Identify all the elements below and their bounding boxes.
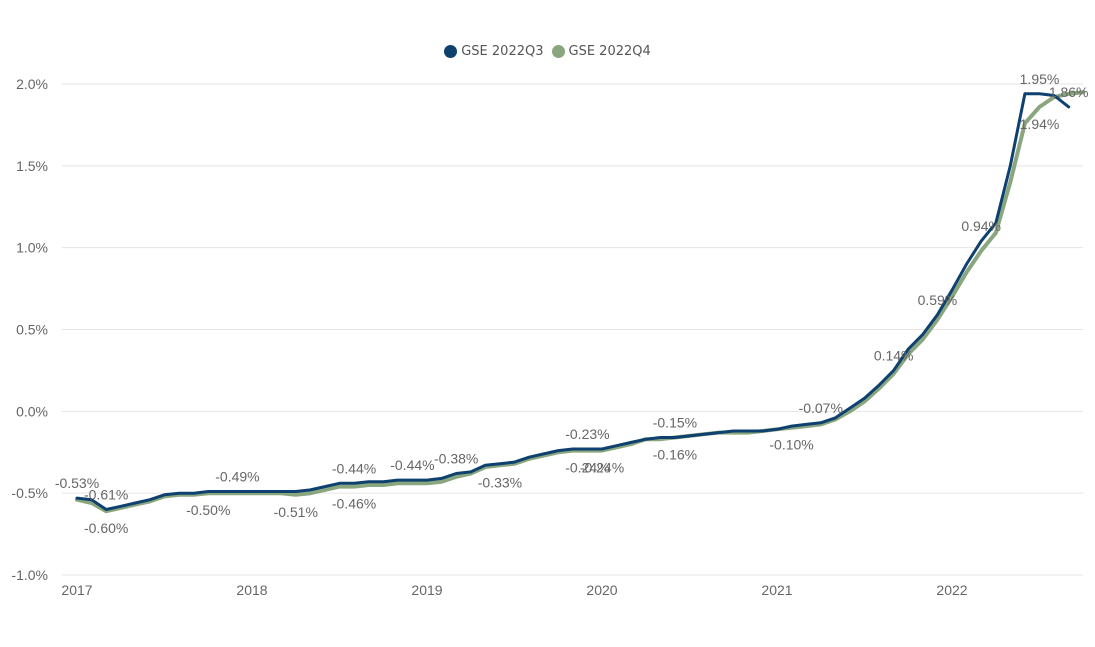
data-label: -0.46%: [332, 496, 376, 512]
y-tick-label: -0.5%: [11, 485, 48, 501]
y-tick-label: 1.0%: [16, 240, 48, 256]
data-label: -0.38%: [434, 451, 478, 467]
data-label: -0.51%: [274, 504, 318, 520]
data-label: -0.50%: [186, 502, 230, 518]
x-tick-label: 2021: [761, 582, 792, 598]
data-label: -0.10%: [769, 437, 813, 453]
y-tick-label: 2.0%: [16, 76, 48, 92]
data-label: -0.24%: [580, 460, 624, 476]
y-tick-label: 0.0%: [16, 403, 48, 419]
legend-item-gse-2022q4[interactable]: GSE 2022Q4: [551, 44, 651, 59]
x-tick-label: 2019: [411, 582, 442, 598]
data-label: -0.24%: [565, 460, 609, 476]
data-label: -0.33%: [478, 474, 522, 490]
legend-label: GSE 2022Q4: [568, 44, 651, 59]
gridlines: [62, 83, 1083, 576]
data-label: -0.16%: [653, 447, 697, 463]
data-label: -0.15%: [653, 415, 697, 431]
y-tick-label: 1.5%: [16, 158, 48, 174]
data-label: 1.94%: [1020, 116, 1060, 132]
legend-marker-icon: [444, 45, 458, 58]
data-label: -0.23%: [565, 426, 609, 442]
data-label: 1.86%: [1049, 84, 1089, 100]
legend-marker-icon: [551, 45, 565, 58]
y-tick-label: 0.5%: [16, 322, 48, 338]
data-label: -0.60%: [84, 520, 128, 536]
series-line-gse-2022q4: [75, 90, 1086, 514]
chart-legend: GSE 2022Q3 GSE 2022Q4: [0, 44, 1095, 59]
series-lines: [75, 90, 1086, 514]
x-tick-label: 2022: [936, 582, 967, 598]
data-label: -0.53%: [55, 475, 99, 491]
x-tick-label: 2018: [236, 582, 267, 598]
legend-label: GSE 2022Q3: [461, 44, 544, 59]
data-label: -0.44%: [390, 457, 434, 473]
data-label: -0.61%: [84, 487, 128, 503]
data-label: 0.14%: [874, 347, 914, 363]
data-label: 0.59%: [918, 292, 958, 308]
data-label: -0.49%: [215, 469, 259, 485]
x-tick-label: 2017: [61, 582, 92, 598]
x-tick-label: 2020: [586, 582, 617, 598]
data-label: -0.07%: [799, 400, 843, 416]
series-line-gse-2022q3: [75, 92, 1071, 511]
legend-item-gse-2022q3[interactable]: GSE 2022Q3: [444, 44, 544, 59]
data-label: -0.44%: [332, 460, 376, 476]
data-label: 0.94%: [961, 218, 1001, 234]
y-tick-label: -1.0%: [11, 567, 48, 583]
data-label: 1.95%: [1020, 71, 1060, 87]
data-labels: -0.53%-0.61%-0.49%-0.44% -0.44% -0.38%-0.2…: [55, 71, 1089, 536]
x-axis: 2017 2018 2019 2020 2021 2022: [61, 582, 967, 598]
y-axis: -1.0% -0.5% 0.0% 0.5% 1.0% 1.5% 2.0%: [11, 76, 48, 583]
